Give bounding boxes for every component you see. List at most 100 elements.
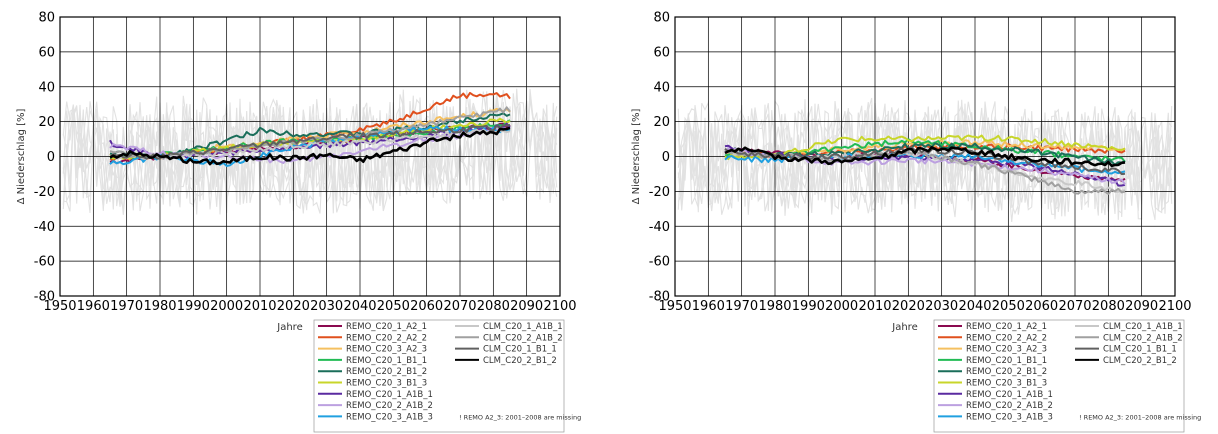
legend-label: REMO_C20_1_A2_1 [346,322,427,332]
legend-box [313,319,565,433]
x-tick-label: 1980 [758,299,791,314]
x-tick-label: 2090 [510,299,543,314]
x-axis-label: Jahre [276,322,302,333]
x-tick-label: 2050 [377,299,410,314]
x-tick-label: 1990 [177,299,210,314]
legend-label: REMO_C20_2_B1_2 [346,367,427,377]
legend-label: CLM_C20_1_B1_1 [1103,345,1177,355]
legend-label: REMO_C20_3_A2_3 [966,345,1047,355]
y-tick-label: 20 [38,115,55,130]
x-tick-label: 2040 [958,299,991,314]
x-tick-label: 2090 [1125,299,1158,314]
x-tick-label: 2010 [243,299,276,314]
x-tick-label: 2040 [343,299,376,314]
legend-label: REMO_C20_2_A2_2 [346,333,427,343]
x-tick-label: 1990 [792,299,825,314]
y-tick-label: 60 [38,45,55,60]
legend-label: REMO_C20_1_A1B_1 [346,390,433,400]
x-tick-label: 2000 [210,299,243,314]
annual-background-trace [677,100,1173,220]
legend-label: REMO_C20_3_A2_3 [346,345,427,355]
series-line-clm_c20_2_b1_2 [109,126,511,166]
series-line-clm_c20_1_a1b_1 [109,128,511,160]
chart-panel-right: 1950 1960 1970 1980 1990 2000 2010 2020 2030 2040… [631,11,1201,433]
x-tick-label: 2060 [410,299,443,314]
legend-label: REMO_C20_1_B1_1 [966,356,1047,366]
plot-frame [59,16,561,297]
plot-frame [674,16,1176,297]
y-tick-label: 0 [47,150,55,165]
y-tick-label: -40 [649,220,670,235]
series-line-remo_c20_3_b1_3 [724,134,1126,161]
legend-label: REMO_C20_1_B1_1 [346,356,427,366]
legend-label: CLM_C20_1_B1_1 [483,345,557,355]
series-group [724,134,1126,195]
x-tick-label: 2080 [1092,299,1125,314]
series-line-clm_c20_2_a1b_2 [724,148,1126,195]
series-line-clm_c20_2_b1_2 [724,146,1126,168]
y-tick-label: 0 [662,150,670,165]
annual-background-trace [677,100,1173,214]
x-tick-label: 1970 [725,299,758,314]
series-line-clm_c20_1_b1_1 [109,123,511,160]
y-tick-label: 40 [653,80,670,95]
annual-background-trace [677,99,1173,223]
chart-panel-left: 1950 1960 1970 1980 1990 2000 2010 2020 2030 2040… [16,11,581,433]
legend-label: REMO_C20_2_A1B_2 [346,401,433,411]
x-axis-label: Jahre [891,322,917,333]
x-tick-label: 1960 [77,299,110,314]
y-tick-label: -60 [34,255,55,270]
y-tick-label: -20 [34,185,55,200]
x-tick-label: 2020 [277,299,310,314]
y-axis-label: Δ Niederschlag [%] [16,108,27,204]
legend-label: REMO_C20_1_A2_1 [966,322,1047,332]
y-tick-label: -80 [34,290,55,305]
legend-label: REMO_C20_2_B1_2 [966,367,1047,377]
x-tick-label: 1980 [143,299,176,314]
x-tick-label: 2060 [1025,299,1058,314]
x-tick-label: 2010 [858,299,891,314]
x-tick-label: 1950 [43,299,76,314]
x-tick-label: 2070 [1058,299,1091,314]
y-tick-label: 80 [653,11,670,26]
legend-label: CLM_C20_2_B1_2 [1103,356,1177,366]
legend-label: REMO_C20_2_A2_2 [966,333,1047,343]
legend-note: ! REMO A2_3: 2001–2008 are missing [459,413,581,421]
legend-label: CLM_C20_2_A1B_2 [483,333,563,343]
legend-label: REMO_C20_2_A1B_2 [966,401,1053,411]
y-tick-label: 80 [38,11,55,26]
legend-label: CLM_C20_2_A1B_2 [1103,333,1183,343]
x-tick-label: 1960 [692,299,725,314]
series-group [109,91,511,167]
y-tick-label: 60 [653,45,670,60]
y-tick-label: 20 [653,115,670,130]
x-tick-label: 2000 [825,299,858,314]
legend-label: CLM_C20_2_B1_2 [483,356,557,366]
annual-background-trace [62,89,558,215]
legend-label: REMO_C20_3_B1_3 [346,379,427,389]
y-tick-label: -40 [34,220,55,235]
y-tick-label: -60 [649,255,670,270]
annual-background-traces [62,88,558,215]
x-tick-label: 2100 [1158,299,1191,314]
x-tick-label: 2030 [925,299,958,314]
legend-label: CLM_C20_1_A1B_1 [1103,322,1183,332]
legend-box [933,319,1185,433]
legend-label: REMO_C20_3_A1B_3 [966,412,1053,422]
x-tick-label: 1950 [658,299,691,314]
x-tick-label: 2100 [543,299,576,314]
y-tick-label: -20 [649,185,670,200]
legend-label: CLM_C20_1_A1B_1 [483,322,563,332]
x-tick-label: 2080 [477,299,510,314]
legend-label: REMO_C20_1_A1B_1 [966,390,1053,400]
legend-label: REMO_C20_3_B1_3 [966,379,1047,389]
x-tick-label: 1970 [110,299,143,314]
x-tick-label: 2020 [892,299,925,314]
x-tick-label: 2070 [443,299,476,314]
x-tick-label: 2030 [310,299,343,314]
y-tick-label: -80 [649,290,670,305]
y-axis-label: Δ Niederschlag [%] [631,108,642,204]
